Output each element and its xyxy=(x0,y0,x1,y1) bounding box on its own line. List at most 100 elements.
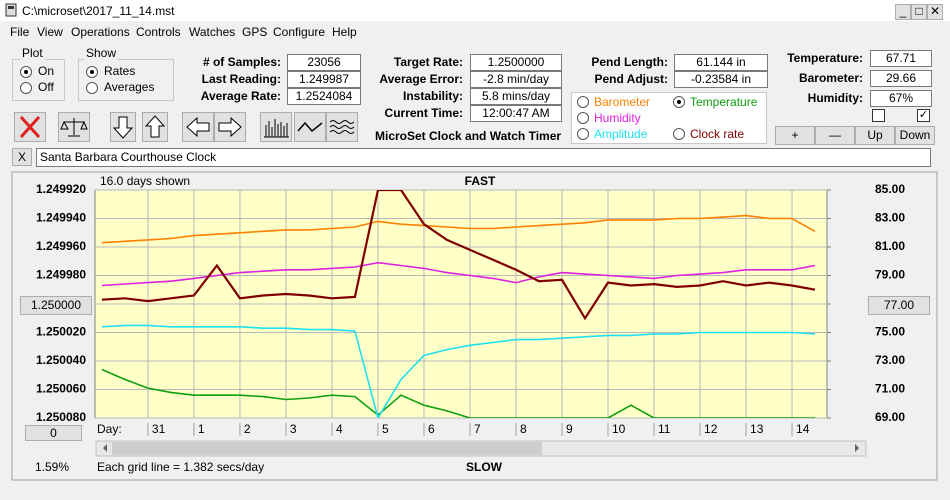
legend-radio[interactable] xyxy=(673,128,685,140)
y2-tick-label: 83.00 xyxy=(875,211,905,225)
legend-radio[interactable] xyxy=(577,112,589,124)
menu-item[interactable]: GPS xyxy=(242,25,268,39)
field-value: 67.71 xyxy=(870,50,932,67)
field-label: # of Samples: xyxy=(202,55,281,69)
radio[interactable] xyxy=(86,66,98,78)
y2-tick-label: 73.00 xyxy=(875,353,905,367)
radio[interactable] xyxy=(20,66,32,78)
zero-box[interactable]: 0 xyxy=(25,425,82,441)
balance-button[interactable] xyxy=(58,112,90,142)
radio-label: On xyxy=(38,64,55,78)
series-line xyxy=(101,190,816,321)
y-tick-label: 1.250080 xyxy=(36,410,86,424)
menu-item[interactable]: View xyxy=(37,25,63,39)
x-tick-label: 1 xyxy=(198,422,205,436)
y-tick-label: 1.249920 xyxy=(36,182,86,196)
y2-tick-label: 79.00 xyxy=(875,268,905,282)
menu-item[interactable]: Watches xyxy=(189,25,236,39)
radio-label: Off xyxy=(38,80,54,94)
radio[interactable] xyxy=(20,82,32,94)
wave-button[interactable] xyxy=(326,112,358,142)
field-value: 5.8 mins/day xyxy=(470,88,562,105)
minimize[interactable]: _ xyxy=(895,4,911,20)
legend-radio[interactable] xyxy=(673,96,685,108)
menu-item[interactable]: Operations xyxy=(71,25,130,39)
line-button[interactable] xyxy=(294,112,326,142)
field-label: Average Error: xyxy=(379,72,463,86)
left-button[interactable] xyxy=(182,112,214,142)
menu-item[interactable]: Help xyxy=(332,25,357,39)
series-line xyxy=(101,214,816,244)
legend-radio[interactable] xyxy=(577,96,589,108)
series-line xyxy=(101,368,815,418)
x-tick-label: 8 xyxy=(520,422,527,436)
legend-radio[interactable] xyxy=(577,128,589,140)
field-value: 12:00:47 AM xyxy=(470,105,562,122)
percent: 1.59% xyxy=(35,460,69,474)
field-value: -0.23584 in xyxy=(674,71,768,88)
field-value: 67% xyxy=(870,90,932,107)
maximize[interactable]: □ xyxy=(911,4,927,20)
field-label: Pend Length: xyxy=(591,55,668,69)
field-value: 1.2524084 xyxy=(287,88,361,105)
field-label: Average Rate: xyxy=(200,89,281,103)
x-tick-label: 2 xyxy=(244,422,251,436)
control-button[interactable]: Up xyxy=(855,126,895,145)
y-tick-label: 1.249960 xyxy=(36,239,86,253)
menu-item[interactable]: File xyxy=(10,25,30,39)
y-tick-label: 1.250060 xyxy=(36,382,86,396)
days-shown: 16.0 days shown xyxy=(100,174,190,188)
legend xyxy=(571,92,767,144)
up-button[interactable] xyxy=(142,112,168,142)
x-tick-label: 3 xyxy=(290,422,297,436)
control-button[interactable]: — xyxy=(815,126,855,145)
clear-button[interactable]: X xyxy=(12,148,32,166)
fast-label: FAST xyxy=(465,174,496,188)
field-value: 1.249987 xyxy=(287,71,361,88)
field-label: Target Rate: xyxy=(393,55,463,69)
control-button[interactable]: Down xyxy=(895,126,935,145)
close[interactable]: ✕ xyxy=(927,4,943,20)
field-label: Last Reading: xyxy=(201,72,281,86)
grid-note: Each grid line = 1.382 secs/day xyxy=(97,460,264,474)
radio[interactable] xyxy=(86,82,98,94)
field-label: Temperature: xyxy=(787,51,863,65)
right-value-box[interactable]: 77.00 xyxy=(868,296,930,315)
watch-name[interactable]: Santa Barbara Courthouse Clock xyxy=(36,148,931,167)
x-tick-label: 9 xyxy=(566,422,573,436)
legend-label: Temperature xyxy=(690,95,758,109)
histogram-button[interactable] xyxy=(260,112,292,142)
field-value: 1.2500000 xyxy=(470,54,562,71)
right-button[interactable] xyxy=(214,112,246,142)
x-tick-label: 13 xyxy=(750,422,764,436)
field-label: Pend Adjust: xyxy=(594,72,668,86)
y-tick-label: 1.249980 xyxy=(36,268,86,282)
plot-group-title: Plot xyxy=(20,46,45,60)
x-axis-label: Day: xyxy=(97,422,122,436)
legend-label: Humidity xyxy=(594,111,641,125)
down-button[interactable] xyxy=(110,112,136,142)
scroll-thumb[interactable] xyxy=(112,442,542,455)
control-button[interactable]: + xyxy=(775,126,815,145)
field-label: Barometer: xyxy=(798,71,863,85)
x-tick-label: 12 xyxy=(704,422,718,436)
stop-button[interactable] xyxy=(14,112,46,142)
checkbox[interactable]: ✓ xyxy=(917,109,930,122)
app-name: MicroSet Clock and Watch Timer xyxy=(375,129,562,143)
show-group-title: Show xyxy=(84,46,119,60)
radio-label: Rates xyxy=(104,64,136,78)
x-tick-label: 4 xyxy=(336,422,343,436)
x-tick-label: 11 xyxy=(658,422,671,436)
checkbox[interactable] xyxy=(872,109,885,122)
left-value-box[interactable]: 1.250000 xyxy=(20,296,92,315)
window-title: C:\microset\2017_11_14.mst xyxy=(22,4,175,18)
menu-item[interactable]: Configure xyxy=(273,25,326,39)
field-value: 29.66 xyxy=(870,70,932,87)
x-tick-label: 31 xyxy=(152,422,166,436)
field-label: Current Time: xyxy=(384,106,463,120)
field-label: Instability: xyxy=(402,89,463,103)
radio-label: Averages xyxy=(104,80,155,94)
menu-item[interactable]: Controls xyxy=(136,25,181,39)
